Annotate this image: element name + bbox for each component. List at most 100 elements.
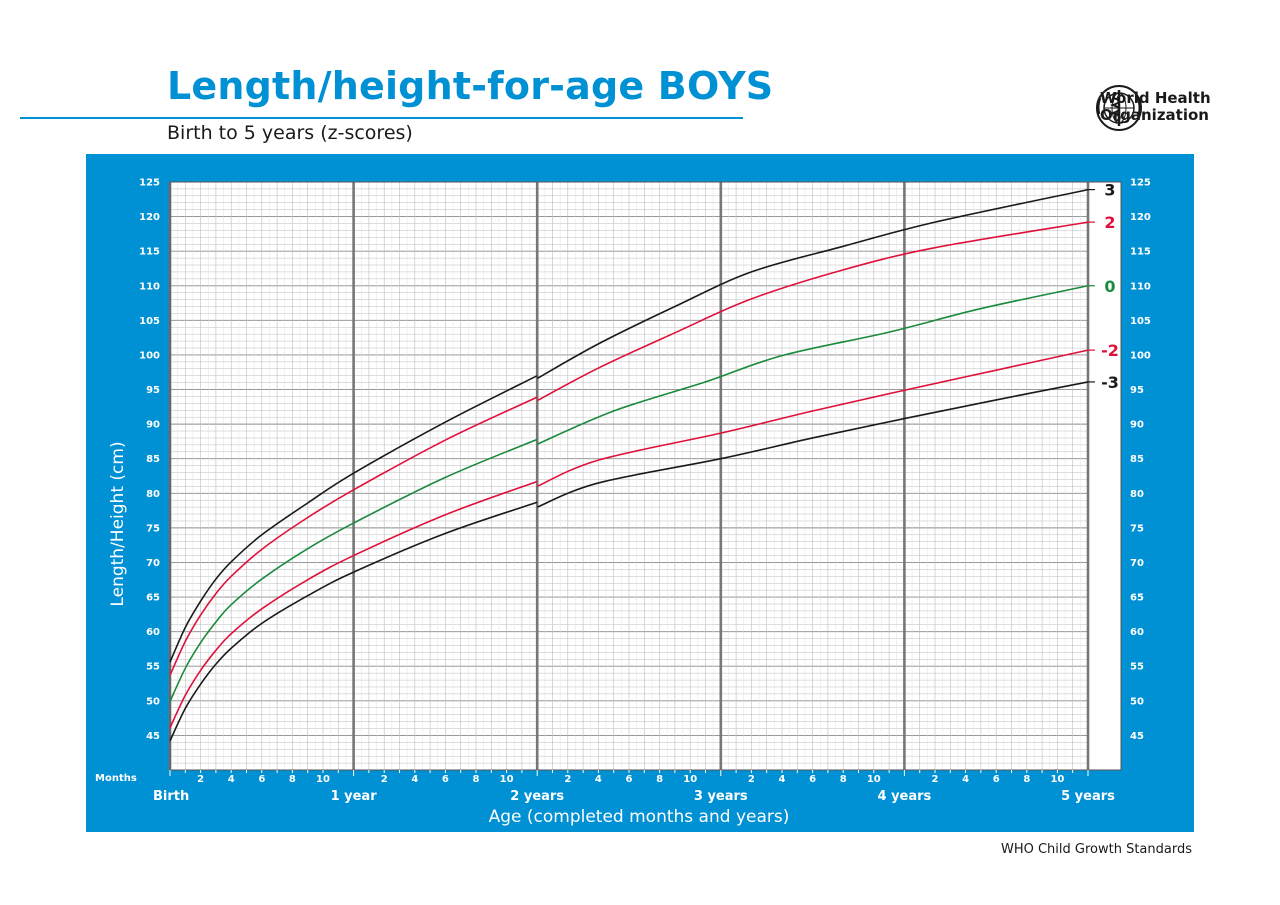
who-emblem-icon	[1096, 85, 1142, 131]
y-tick-label-right: 120	[1130, 212, 1151, 223]
y-tick-label-left: 95	[146, 385, 160, 396]
series-line-2	[169, 396, 538, 676]
y-tick-label-right: 50	[1130, 696, 1144, 707]
y-tick-label-right: 65	[1130, 593, 1144, 604]
y-tick-label-right: 90	[1130, 420, 1144, 431]
x-tick-label-month: 4	[228, 774, 235, 785]
y-tick-label-left: 125	[139, 178, 160, 189]
page-subtitle: Birth to 5 years (z-scores)	[167, 122, 413, 144]
y-axis-ticks: 45 45 50 50 55 55 60 60 65 65 70 70 75 75 80 80 85 85 90 90…	[139, 178, 1151, 742]
x-tick-label-month: 8	[840, 774, 847, 785]
y-tick-label-left: 85	[146, 454, 160, 465]
series-label: 0	[1104, 277, 1115, 296]
title-underline	[20, 117, 743, 119]
series-label: 2	[1104, 213, 1115, 232]
y-tick-label-right: 125	[1130, 178, 1151, 189]
x-tick-label-month: 10	[1050, 774, 1064, 785]
x-tick-label-month: 6	[442, 774, 449, 785]
series-labels: 3 2 0 -2 -3	[1088, 181, 1119, 392]
series-lines	[169, 188, 1089, 742]
x-axis-ticks: 2 4 6 8 10 2 4 6 8 10 2 4 6 8 10 2 4 6 8 10 2 4 6 8 10 Birth 1 yea…	[153, 770, 1115, 804]
x-tick-label-month: 6	[809, 774, 816, 785]
y-tick-label-right: 115	[1130, 247, 1151, 258]
footer-credit: WHO Child Growth Standards	[1000, 842, 1192, 857]
chart-panel: 45 45 50 50 55 55 60 60 65 65 70 70 75 75 80 80 85 85 90 90…	[86, 154, 1194, 832]
x-tick-label-month: 4	[779, 774, 786, 785]
y-axis-title: Length/Height (cm)	[108, 441, 128, 606]
y-tick-label-left: 55	[146, 662, 160, 673]
x-tick-label-month: 8	[656, 774, 663, 785]
y-tick-label-left: 50	[146, 696, 160, 707]
x-tick-label-month: 10	[867, 774, 881, 785]
y-tick-label-right: 105	[1130, 316, 1151, 327]
series-label: -2	[1101, 341, 1119, 360]
months-label: Months	[95, 773, 137, 784]
x-tick-label-month: 2	[932, 774, 939, 785]
y-tick-label-left: 75	[146, 523, 160, 534]
series-line-3	[169, 374, 538, 663]
y-tick-label-right: 100	[1130, 350, 1151, 361]
y-tick-label-right: 95	[1130, 385, 1144, 396]
x-tick-label-month: 6	[626, 774, 633, 785]
y-tick-label-left: 60	[146, 627, 160, 638]
y-tick-label-left: 80	[146, 489, 160, 500]
x-tick-label-month: 2	[197, 774, 204, 785]
y-tick-label-left: 45	[146, 731, 160, 742]
x-tick-label-month: 8	[289, 774, 296, 785]
series-line-minus2	[536, 349, 1089, 488]
x-tick-label-month: 10	[316, 774, 330, 785]
y-tick-label-left: 110	[139, 281, 160, 292]
y-tick-label-right: 110	[1130, 281, 1151, 292]
series-line-minus3	[169, 501, 538, 742]
series-label: 3	[1104, 181, 1115, 200]
x-tick-label-month: 2	[564, 774, 571, 785]
x-tick-label-year: 1 year	[331, 789, 378, 804]
x-tick-label-month: 2	[748, 774, 755, 785]
x-tick-label-month: 6	[258, 774, 265, 785]
x-tick-label-month: 8	[1023, 774, 1030, 785]
y-tick-label-left: 90	[146, 420, 160, 431]
y-tick-label-left: 105	[139, 316, 160, 327]
x-tick-label-month: 8	[473, 774, 480, 785]
x-tick-label-year: 4 years	[878, 789, 932, 804]
x-tick-label-month: 4	[962, 774, 969, 785]
x-tick-label-month: 4	[595, 774, 602, 785]
page-title: Length/height-for-age BOYS	[167, 64, 774, 108]
y-tick-label-right: 55	[1130, 662, 1144, 673]
y-tick-label-left: 70	[146, 558, 160, 569]
x-tick-label-month: 4	[411, 774, 418, 785]
y-tick-label-left: 65	[146, 593, 160, 604]
x-tick-label-year: 5 years	[1061, 789, 1115, 804]
x-tick-label-month: 6	[993, 774, 1000, 785]
plot-background	[170, 182, 1121, 770]
grid	[168, 181, 1122, 771]
series-line-minus3	[536, 381, 1089, 508]
org-name-line2: Organization	[1100, 106, 1209, 124]
series-line-0	[169, 438, 538, 702]
y-tick-label-left: 100	[139, 350, 160, 361]
org-name: World Health Organization	[1100, 90, 1211, 124]
y-tick-label-right: 60	[1130, 627, 1144, 638]
x-tick-label-month: 10	[683, 774, 697, 785]
series-line-3	[536, 188, 1089, 380]
x-tick-label-year: 2 years	[510, 789, 564, 804]
org-name-line1: World Health	[1100, 89, 1211, 107]
x-axis-title: Age (completed months and years)	[489, 807, 790, 827]
x-tick-label-year: 3 years	[694, 789, 748, 804]
plot-frame	[169, 181, 1122, 771]
series-line-0	[536, 284, 1089, 445]
series-label: -3	[1101, 373, 1119, 392]
y-tick-label-left: 115	[139, 247, 160, 258]
y-tick-label-right: 80	[1130, 489, 1144, 500]
y-tick-label-right: 85	[1130, 454, 1144, 465]
x-tick-label-year: Birth	[153, 789, 189, 804]
y-tick-label-right: 70	[1130, 558, 1144, 569]
series-line-2	[536, 221, 1089, 402]
y-tick-label-left: 120	[139, 212, 160, 223]
x-tick-label-month: 2	[381, 774, 388, 785]
y-tick-label-right: 45	[1130, 731, 1144, 742]
x-tick-label-month: 10	[500, 774, 514, 785]
y-tick-label-right: 75	[1130, 523, 1144, 534]
series-line-minus2	[169, 480, 538, 729]
